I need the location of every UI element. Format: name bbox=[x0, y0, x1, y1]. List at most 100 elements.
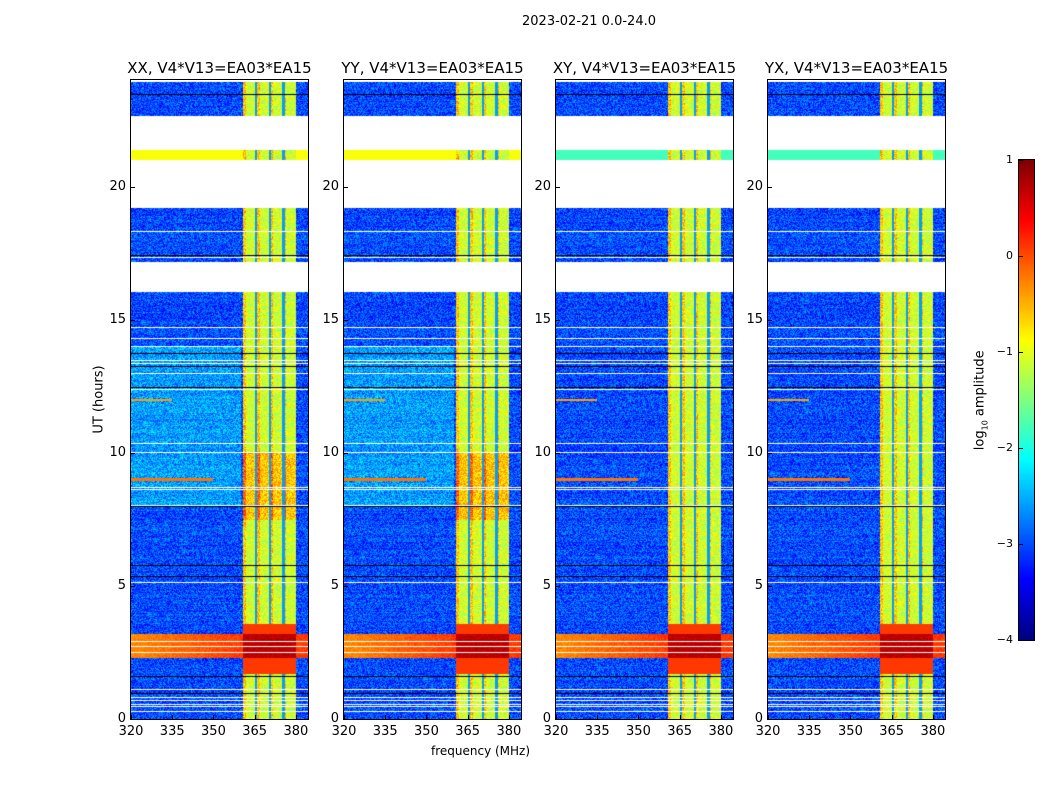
x-tick-mark bbox=[385, 715, 387, 719]
y-tick-label: 5 bbox=[330, 577, 339, 593]
heatmap-panel-xx bbox=[130, 79, 309, 720]
y-tick-label: 10 bbox=[746, 444, 763, 460]
x-tick-mark bbox=[508, 715, 510, 719]
colorbar-tick-mark bbox=[1019, 352, 1023, 353]
x-tick-mark bbox=[254, 715, 256, 719]
y-tick-label: 5 bbox=[754, 577, 763, 593]
colorbar bbox=[1018, 159, 1035, 641]
colorbar-tick-mark bbox=[1019, 640, 1023, 641]
y-tick-label: 10 bbox=[534, 444, 551, 460]
colorbar-tick-mark bbox=[1019, 160, 1023, 161]
x-tick-mark bbox=[850, 715, 852, 719]
x-tick-label: 320 bbox=[331, 724, 357, 739]
heatmap-panel-yx bbox=[767, 79, 946, 720]
x-tick-label: 350 bbox=[414, 724, 439, 739]
x-tick-mark bbox=[172, 715, 174, 719]
y-tick-mark bbox=[131, 452, 135, 454]
x-tick-mark bbox=[426, 715, 428, 719]
x-tick-label: 380 bbox=[708, 724, 734, 739]
y-tick-label: 20 bbox=[322, 178, 339, 194]
x-tick-mark bbox=[131, 715, 132, 719]
panel-title: YY, V4*V13=EA03*EA15 bbox=[341, 59, 524, 77]
y-tick-mark bbox=[131, 585, 135, 587]
x-tick-label: 380 bbox=[920, 724, 946, 739]
colorbar-tick-mark bbox=[1019, 448, 1023, 449]
y-tick-label: 10 bbox=[109, 444, 126, 460]
y-tick-label: 5 bbox=[117, 577, 126, 593]
x-tick-mark bbox=[932, 715, 934, 719]
x-tick-label: 365 bbox=[879, 724, 905, 739]
y-tick-mark bbox=[768, 585, 772, 587]
y-tick-mark bbox=[556, 452, 560, 454]
y-tick-mark bbox=[344, 719, 348, 720]
y-tick-mark bbox=[344, 319, 348, 321]
colorbar-tick-mark bbox=[1019, 256, 1023, 257]
colorbar-tick-label: −2 bbox=[996, 441, 1013, 454]
x-tick-mark bbox=[638, 715, 640, 719]
y-tick-label: 20 bbox=[746, 178, 763, 194]
x-tick-label: 320 bbox=[755, 724, 781, 739]
x-tick-mark bbox=[295, 715, 297, 719]
x-tick-label: 335 bbox=[372, 724, 398, 739]
y-tick-label: 0 bbox=[754, 711, 763, 726]
y-tick-label: 20 bbox=[534, 178, 551, 194]
x-tick-label: 320 bbox=[118, 724, 144, 739]
y-tick-mark bbox=[556, 585, 560, 587]
y-tick-mark bbox=[768, 186, 772, 188]
colorbar-tick-label: 0 bbox=[1006, 249, 1013, 262]
x-tick-mark bbox=[720, 715, 722, 719]
colorbar-tick-label: −1 bbox=[996, 345, 1013, 358]
y-tick-mark bbox=[131, 319, 135, 321]
x-tick-label: 335 bbox=[159, 724, 185, 739]
x-tick-mark bbox=[679, 715, 681, 719]
heatmap-cells bbox=[556, 80, 733, 719]
y-tick-label: 5 bbox=[542, 577, 551, 593]
colorbar-tick-label: −4 bbox=[996, 633, 1013, 646]
x-tick-mark bbox=[467, 715, 469, 719]
x-tick-label: 335 bbox=[796, 724, 822, 739]
y-tick-label: 15 bbox=[534, 311, 551, 327]
y-tick-label: 0 bbox=[330, 711, 339, 726]
y-tick-mark bbox=[344, 186, 348, 188]
heatmap-panel-yy bbox=[343, 79, 522, 720]
colorbar-label: log10 amplitude bbox=[972, 350, 990, 451]
colorbar-tick-label: −3 bbox=[996, 537, 1013, 550]
heatmap-cells bbox=[344, 80, 521, 719]
panel-title: YX, V4*V13=EA03*EA15 bbox=[764, 59, 949, 77]
x-tick-label: 350 bbox=[838, 724, 863, 739]
y-tick-mark bbox=[344, 452, 348, 454]
colorbar-tick-mark bbox=[1019, 544, 1023, 545]
x-tick-label: 380 bbox=[283, 724, 309, 739]
x-tick-mark bbox=[891, 715, 893, 719]
panel-title: XY, V4*V13=EA03*EA15 bbox=[552, 59, 737, 77]
x-tick-label: 350 bbox=[201, 724, 226, 739]
x-tick-mark bbox=[809, 715, 811, 719]
y-tick-mark bbox=[131, 719, 135, 720]
x-tick-mark bbox=[768, 715, 769, 719]
panel-title: XX, V4*V13=EA03*EA15 bbox=[127, 59, 312, 77]
y-tick-label: 15 bbox=[322, 311, 339, 327]
y-tick-label: 0 bbox=[117, 711, 126, 726]
x-tick-label: 365 bbox=[455, 724, 481, 739]
heatmap-cells bbox=[768, 80, 945, 719]
x-tick-label: 365 bbox=[242, 724, 268, 739]
x-tick-mark bbox=[344, 715, 345, 719]
figure-title: 2023-02-21 0.0-24.0 bbox=[522, 14, 656, 29]
y-tick-mark bbox=[131, 186, 135, 188]
x-tick-label: 350 bbox=[626, 724, 651, 739]
y-axis-label: UT (hours) bbox=[91, 365, 107, 434]
x-tick-mark bbox=[213, 715, 215, 719]
x-tick-label: 320 bbox=[543, 724, 569, 739]
x-tick-label: 335 bbox=[584, 724, 610, 739]
colorbar-tick-label: 1 bbox=[1006, 153, 1013, 166]
x-tick-mark bbox=[597, 715, 599, 719]
x-tick-mark bbox=[556, 715, 557, 719]
y-tick-label: 10 bbox=[322, 444, 339, 460]
y-tick-mark bbox=[768, 319, 772, 321]
y-tick-mark bbox=[556, 319, 560, 321]
heatmap-cells bbox=[131, 80, 308, 719]
y-tick-mark bbox=[768, 452, 772, 454]
y-tick-label: 15 bbox=[746, 311, 763, 327]
y-tick-label: 20 bbox=[109, 178, 126, 194]
